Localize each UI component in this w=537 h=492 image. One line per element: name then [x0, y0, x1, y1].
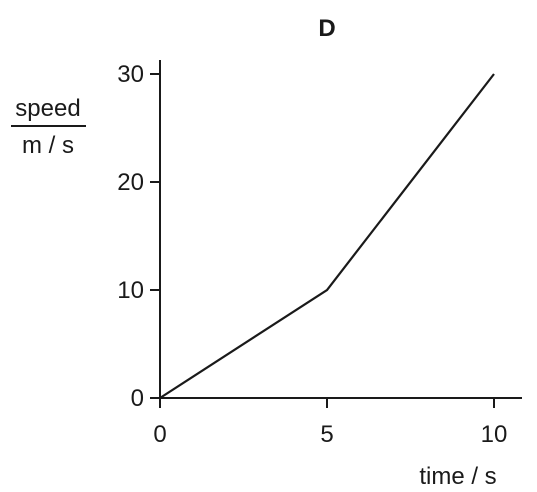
x-tick-label: 5	[320, 421, 333, 448]
y-axis-label-top: speed	[15, 95, 80, 122]
x-tick-label: 10	[481, 421, 508, 448]
y-tick-label: 0	[131, 385, 144, 412]
y-axis-label-bottom: m / s	[22, 132, 74, 159]
x-axis-label: time / s	[419, 463, 496, 490]
y-tick-label: 30	[117, 61, 144, 88]
y-axis-ticks: 0 10 20 30	[117, 61, 160, 412]
chart-title: D	[318, 15, 335, 42]
y-tick-label: 20	[117, 169, 144, 196]
y-tick-label: 10	[117, 277, 144, 304]
speed-series-line	[159, 73, 495, 399]
x-axis-ticks: 0 5 10	[153, 398, 507, 448]
x-tick-label: 0	[153, 421, 166, 448]
